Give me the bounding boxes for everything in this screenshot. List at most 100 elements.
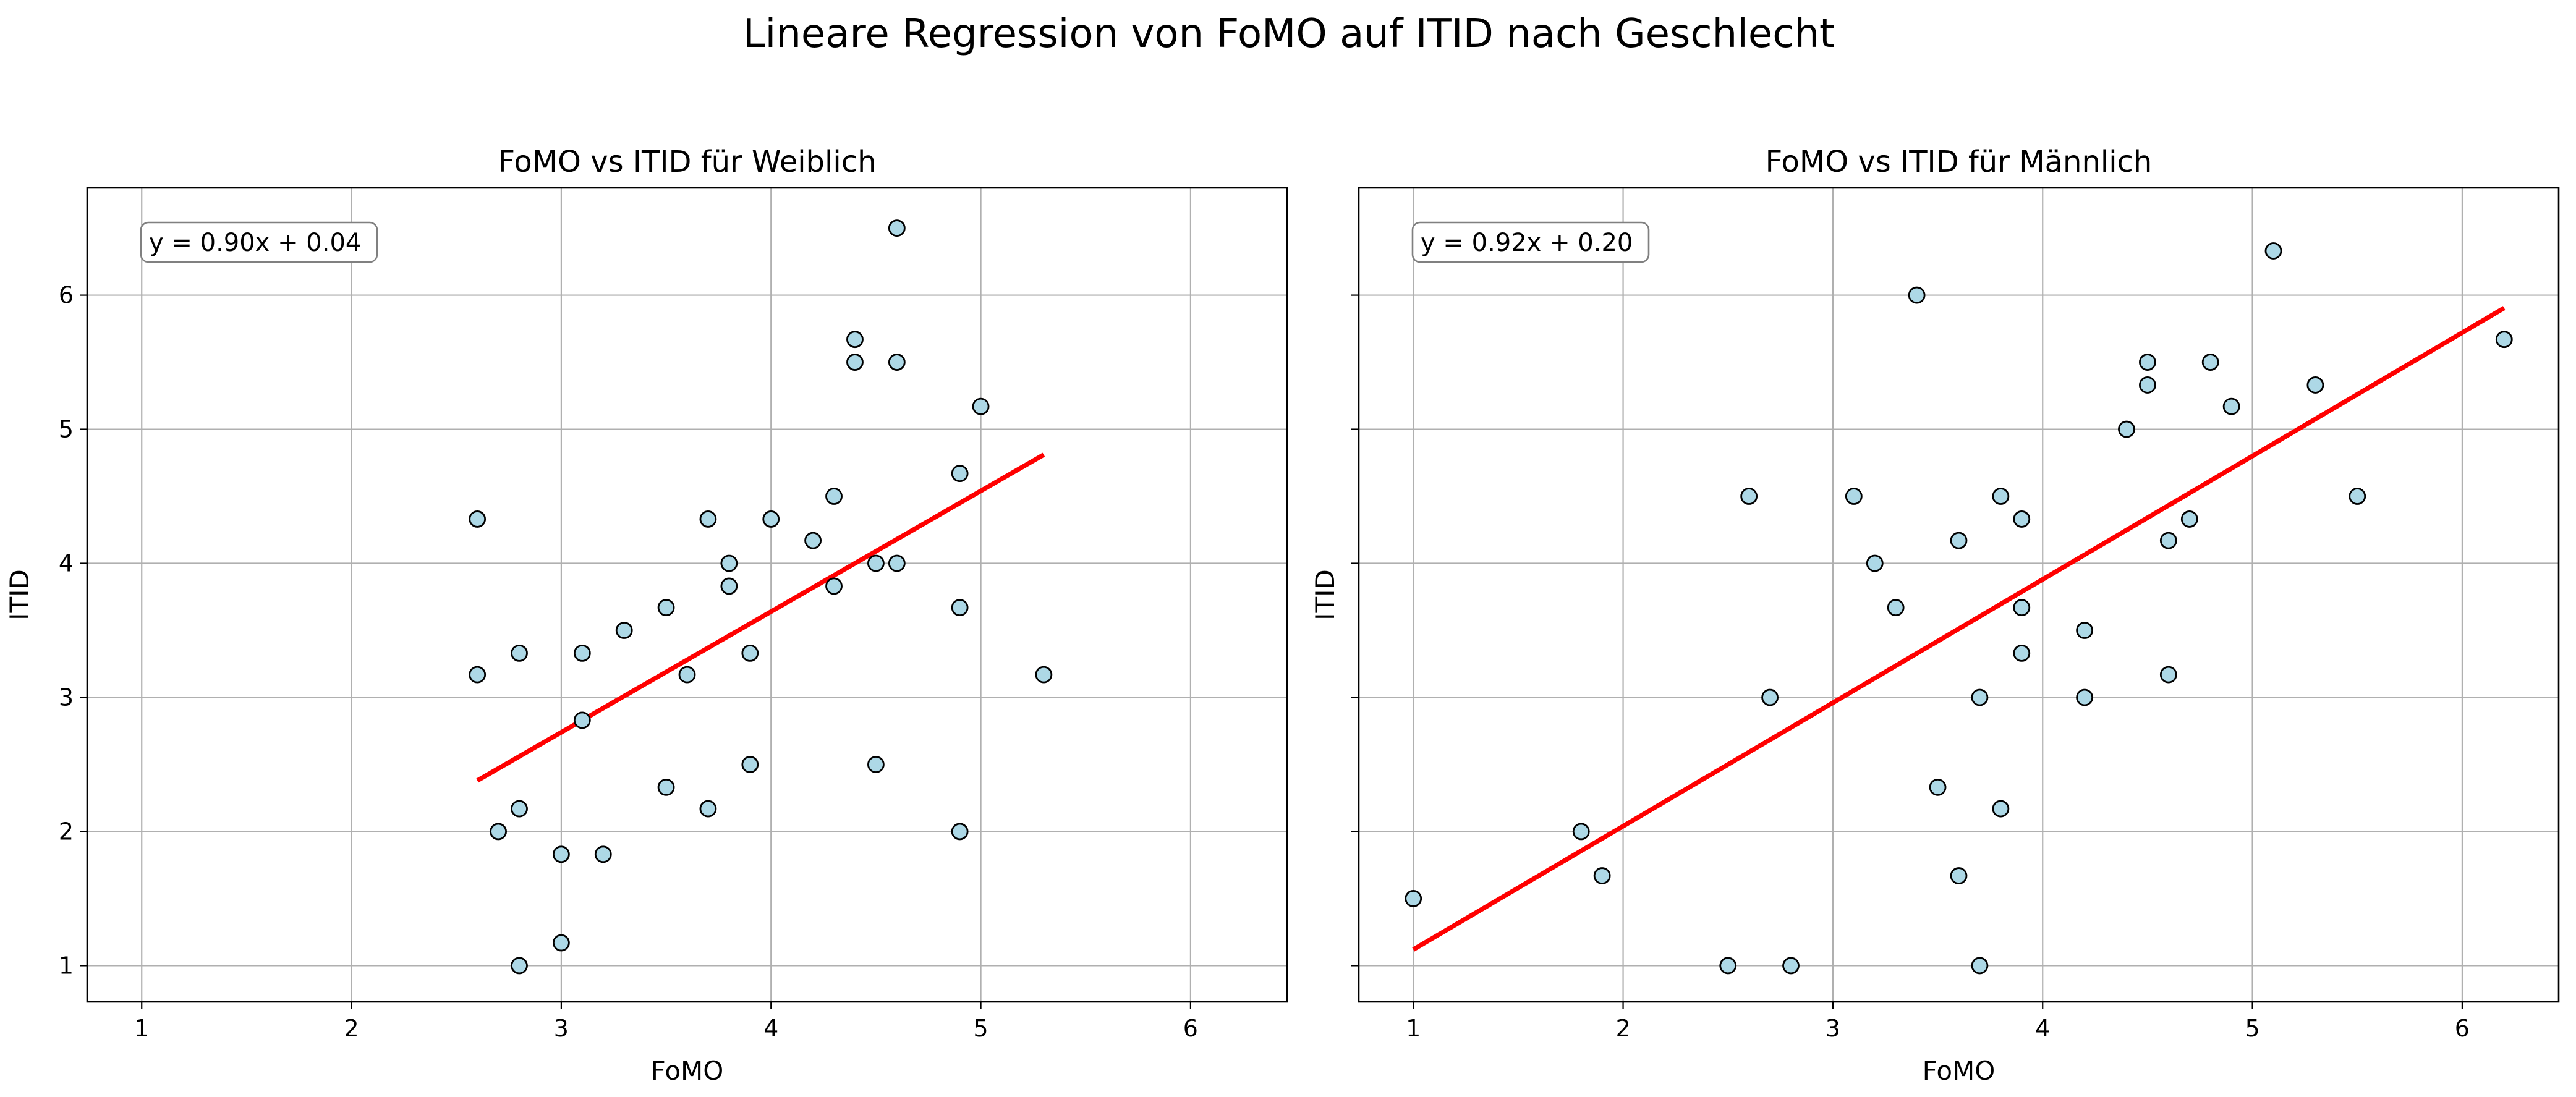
data-point [657, 778, 675, 796]
x-tick-label: 1 [1406, 1015, 1421, 1042]
data-point [2349, 488, 2366, 505]
data-point [552, 934, 570, 952]
data-point [1035, 666, 1053, 684]
axes-frame [1358, 187, 2560, 1003]
data-point [720, 577, 738, 595]
data-point [2180, 510, 2198, 528]
data-point [1845, 488, 1863, 505]
x-tick-label: 1 [134, 1015, 149, 1042]
y-axis-label: ITID [1310, 569, 1340, 621]
data-point [2118, 420, 2135, 438]
x-tick-label: 3 [1826, 1015, 1840, 1042]
data-point [867, 756, 885, 773]
data-point [678, 666, 696, 684]
panel-weiblich: 1 2 3 4 5 6 1 2 3 4 5 6 y = 0.90x + 0.04 FoMO vs ITID… [4, 145, 1288, 1086]
data-point [573, 711, 591, 729]
y-axis-label: ITID [4, 569, 35, 621]
data-point [2139, 354, 2156, 371]
data-point [1992, 800, 2010, 818]
data-point [1908, 286, 1926, 304]
data-point [2013, 599, 2031, 617]
data-point [1866, 554, 1884, 572]
x-tick-label: 4 [2035, 1015, 2050, 1042]
y-tick-label: 4 [59, 550, 74, 577]
x-tick-label: 6 [1183, 1015, 1198, 1042]
data-point [951, 465, 969, 483]
data-point [2013, 510, 2031, 528]
x-tick-label: 5 [2245, 1015, 2259, 1042]
panel-maennlich: 1 2 3 4 5 6 y = 0.92x + 0.20 FoMO vs ITID für M… [1310, 145, 2560, 1086]
data-point [951, 599, 969, 617]
data-point [490, 823, 507, 841]
data-point [888, 554, 906, 572]
equation-box [1411, 221, 1650, 263]
data-point [1950, 532, 1968, 549]
x-tick-label: 4 [763, 1015, 778, 1042]
data-point [2264, 242, 2282, 260]
x-tick-label: 2 [1615, 1015, 1630, 1042]
data-point [1719, 957, 1737, 975]
data-point [1887, 599, 1905, 617]
data-point [469, 666, 487, 684]
data-point [552, 845, 570, 863]
y-tick-label: 5 [59, 416, 74, 443]
x-tick-label: 6 [2455, 1015, 2470, 1042]
axes-frame [86, 187, 1288, 1003]
data-point [888, 219, 906, 237]
data-point [573, 644, 591, 662]
data-point [741, 756, 759, 773]
data-point [1950, 867, 1968, 884]
equation-label: y = 0.90x + 0.04 [149, 229, 361, 257]
equation-box [140, 221, 378, 263]
data-point [846, 354, 864, 371]
data-point [1992, 488, 2010, 505]
data-point [511, 644, 528, 662]
data-point [2306, 376, 2324, 394]
data-point [846, 331, 864, 349]
axes-title-weiblich: FoMO vs ITID für Weiblich [498, 145, 876, 179]
x-tick-label: 3 [554, 1015, 569, 1042]
data-point [511, 957, 528, 975]
x-axis-label: FoMO [651, 1056, 724, 1086]
data-point [2076, 688, 2094, 706]
regression-line [1412, 306, 2506, 952]
equation-label: y = 0.92x + 0.20 [1421, 229, 1633, 257]
regression-line [476, 452, 1045, 783]
data-point [2495, 331, 2513, 349]
y-tick-label: 6 [59, 282, 74, 309]
data-point [2076, 622, 2094, 639]
data-point [2201, 354, 2219, 371]
data-point [1971, 688, 1989, 706]
data-point [469, 510, 487, 528]
y-tick-label: 1 [59, 952, 74, 979]
data-point [2222, 397, 2240, 415]
data-point [2159, 532, 2177, 549]
y-tick-label: 2 [59, 818, 74, 845]
data-point [1761, 688, 1779, 706]
data-point [825, 577, 843, 595]
data-point [594, 845, 612, 863]
figure-suptitle: Lineare Regression von FoMO auf ITID nac… [743, 11, 1835, 57]
data-point [511, 800, 528, 818]
data-point [972, 397, 990, 415]
data-point [951, 823, 969, 841]
data-point [762, 510, 780, 528]
y-tick-label: 3 [59, 684, 74, 711]
axes-title-maennlich: FoMO vs ITID für Männlich [1766, 145, 2153, 179]
data-point [720, 554, 738, 572]
x-tick-label: 5 [973, 1015, 988, 1042]
x-axis-label: FoMO [1923, 1056, 1996, 1086]
data-point [1740, 488, 1758, 505]
data-point [867, 554, 885, 572]
data-point [741, 644, 759, 662]
x-tick-label: 2 [344, 1015, 359, 1042]
data-point [2139, 376, 2156, 394]
data-point [888, 354, 906, 371]
data-point [657, 599, 675, 617]
data-point [1593, 867, 1611, 884]
data-point [1405, 890, 1422, 907]
data-point [825, 488, 843, 505]
data-point [1782, 957, 1800, 975]
